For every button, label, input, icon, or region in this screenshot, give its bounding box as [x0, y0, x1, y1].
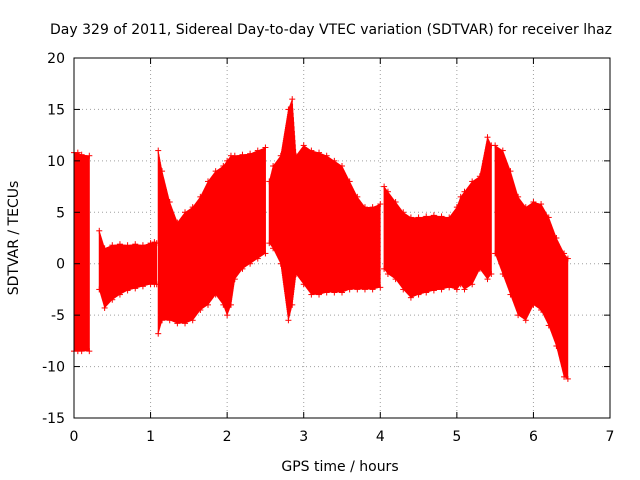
- y-tick-label: 10: [47, 154, 65, 170]
- x-tick-label: 6: [529, 429, 538, 445]
- x-tick-label: 2: [223, 429, 232, 445]
- axis-ticks: 0 1 2 3 4 5 6 7 -15 -10 -5 0 5 10 15 20: [42, 51, 614, 445]
- x-tick-label: 0: [70, 429, 79, 445]
- y-tick-label: 20: [47, 51, 65, 67]
- y-tick-label: -5: [51, 308, 65, 324]
- x-tick-label: 1: [146, 429, 155, 445]
- error-bar-segment: [381, 134, 495, 301]
- x-tick-label: 4: [376, 429, 385, 445]
- error-bars: [71, 96, 571, 382]
- x-axis-label: GPS time / hours: [281, 459, 398, 475]
- error-bar-segment: [492, 142, 571, 382]
- chart-title: Day 329 of 2011, Sidereal Day-to-day VTE…: [50, 22, 612, 38]
- error-bar-segment: [266, 96, 384, 324]
- y-tick-label: 0: [56, 257, 65, 273]
- y-tick-label: -10: [42, 360, 65, 376]
- y-tick-label: -15: [42, 411, 65, 427]
- plot-frame: [73, 57, 611, 419]
- x-tick-label: 5: [452, 429, 461, 445]
- error-bar-segment: [155, 144, 269, 337]
- y-tick-label: 15: [47, 102, 65, 118]
- y-tick-label: 5: [56, 205, 65, 221]
- x-tick-label: 3: [299, 429, 308, 445]
- y-axis-label: SDTVAR / TECUs: [6, 181, 22, 296]
- error-bar-segment: [96, 227, 160, 311]
- x-tick-label: 7: [606, 429, 615, 445]
